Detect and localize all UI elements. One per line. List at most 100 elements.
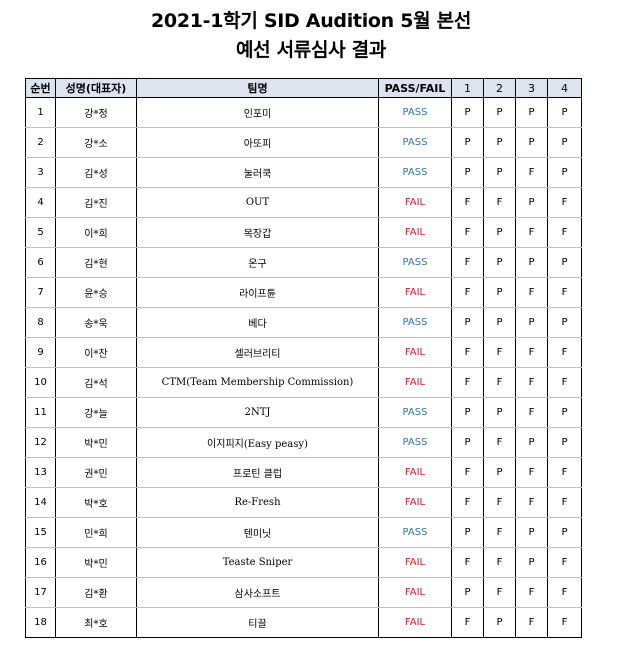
judge-4-score: F [547,367,582,398]
pass-fail-status: PASS [378,127,452,158]
table-body: 1 강*정 인포미 PASS P P P P 2 강*소 아또피 PASS P P P P 3 김*성 눌러쿡 PAS… [25,97,582,638]
team-name: 온구 [136,247,379,278]
document-subtitle: 예선 서류심사 결과 [235,39,387,61]
team-name: Teaste Sniper [136,547,379,578]
team-name: 라이프튠 [136,277,379,308]
judge-3-score: P [515,307,548,338]
judge-1-score: F [451,457,484,488]
representative-name: 김*진 [55,187,137,218]
pass-fail-status: FAIL [378,547,452,578]
judge-1-score: P [451,577,484,608]
representative-name: 김*환 [55,577,137,608]
judge-3-score: P [515,97,548,128]
judge-4-score: F [547,577,582,608]
judge-4-score: P [547,127,582,158]
table-row: 7 윤*승 라이프튠 FAIL F P F F [25,277,582,308]
judge-1-score: F [451,607,484,638]
row-number: 12 [25,427,56,458]
row-number: 14 [25,487,56,518]
judge-2-score: P [483,127,516,158]
team-name: 베다 [136,307,379,338]
table-row: 13 권*민 프로틴 클럽 FAIL F P F F [25,457,582,488]
representative-name: 박*민 [55,547,137,578]
judge-3-score: F [515,607,548,638]
pass-fail-status: FAIL [378,277,452,308]
row-number: 15 [25,517,56,548]
row-number: 13 [25,457,56,488]
table-row: 12 박*민 이지피지(Easy peasy) PASS P F P P [25,427,582,458]
judge-2-score: P [483,247,516,278]
table-row: 9 이*찬 셀러브리티 FAIL F F F F [25,337,582,368]
judge-1-score: F [451,187,484,218]
row-number: 5 [25,217,56,248]
results-table: 순번 성명(대표자) 팀명 PASS/FAIL 1 2 3 4 1 강*정 인포미 P… [25,78,582,638]
header-judge-4: 4 [547,78,582,98]
representative-name: 강*늘 [55,397,137,428]
header-judge-3: 3 [515,78,548,98]
judge-2-score: F [483,427,516,458]
row-number: 16 [25,547,56,578]
header-representative: 성명(대표자) [55,78,137,98]
judge-1-score: P [451,517,484,548]
pass-fail-status: PASS [378,97,452,128]
representative-name: 김*석 [55,367,137,398]
judge-4-score: P [547,157,582,188]
document-title: 2021-1학기 SID Audition 5월 본선 [150,10,471,32]
judge-1-score: F [451,247,484,278]
judge-3-score: F [515,397,548,428]
judge-2-score: F [483,577,516,608]
header-order: 순번 [25,78,56,98]
judge-4-score: F [547,217,582,248]
representative-name: 송*욱 [55,307,137,338]
team-name: 텐미닛 [136,517,379,548]
row-number: 9 [25,337,56,368]
representative-name: 김*현 [55,247,137,278]
row-number: 6 [25,247,56,278]
judge-2-score: P [483,217,516,248]
team-name: 인포미 [136,97,379,128]
judge-1-score: F [451,337,484,368]
judge-3-score: F [515,577,548,608]
team-name: OUT [136,187,379,218]
judge-4-score: P [547,247,582,278]
representative-name: 김*성 [55,157,137,188]
table-row: 8 송*욱 베다 PASS P P P P [25,307,582,338]
header-pass-fail: PASS/FAIL [378,78,452,98]
table-row: 1 강*정 인포미 PASS P P P P [25,97,582,128]
row-number: 3 [25,157,56,188]
judge-1-score: P [451,427,484,458]
table-row: 2 강*소 아또피 PASS P P P P [25,127,582,158]
judge-3-score: P [515,187,548,218]
judge-4-score: F [547,487,582,518]
judge-2-score: F [483,187,516,218]
judge-4-score: F [547,277,582,308]
judge-3-score: P [515,547,548,578]
representative-name: 윤*승 [55,277,137,308]
judge-2-score: P [483,457,516,488]
judge-1-score: P [451,127,484,158]
judge-2-score: P [483,97,516,128]
table-row: 17 김*환 삼사소프트 FAIL P F F F [25,577,582,608]
judge-2-score: P [483,397,516,428]
judge-2-score: F [483,517,516,548]
table-row: 10 김*석 CTM(Team Membership Commission) FAIL… [25,367,582,398]
representative-name: 최*호 [55,607,137,638]
representative-name: 이*찬 [55,337,137,368]
judge-2-score: P [483,607,516,638]
pass-fail-status: FAIL [378,217,452,248]
pass-fail-status: FAIL [378,187,452,218]
judge-3-score: P [515,127,548,158]
team-name: 프로틴 클럽 [136,457,379,488]
judge-1-score: P [451,397,484,428]
table-row: 6 김*현 온구 PASS F P P P [25,247,582,278]
judge-2-score: P [483,277,516,308]
judge-1-score: F [451,217,484,248]
table-row: 15 민*희 텐미닛 PASS P F P P [25,517,582,548]
representative-name: 박*민 [55,427,137,458]
team-name: 이지피지(Easy peasy) [136,427,379,458]
judge-1-score: P [451,307,484,338]
judge-3-score: F [515,217,548,248]
judge-4-score: F [547,547,582,578]
pass-fail-status: FAIL [378,487,452,518]
pass-fail-status: FAIL [378,337,452,368]
